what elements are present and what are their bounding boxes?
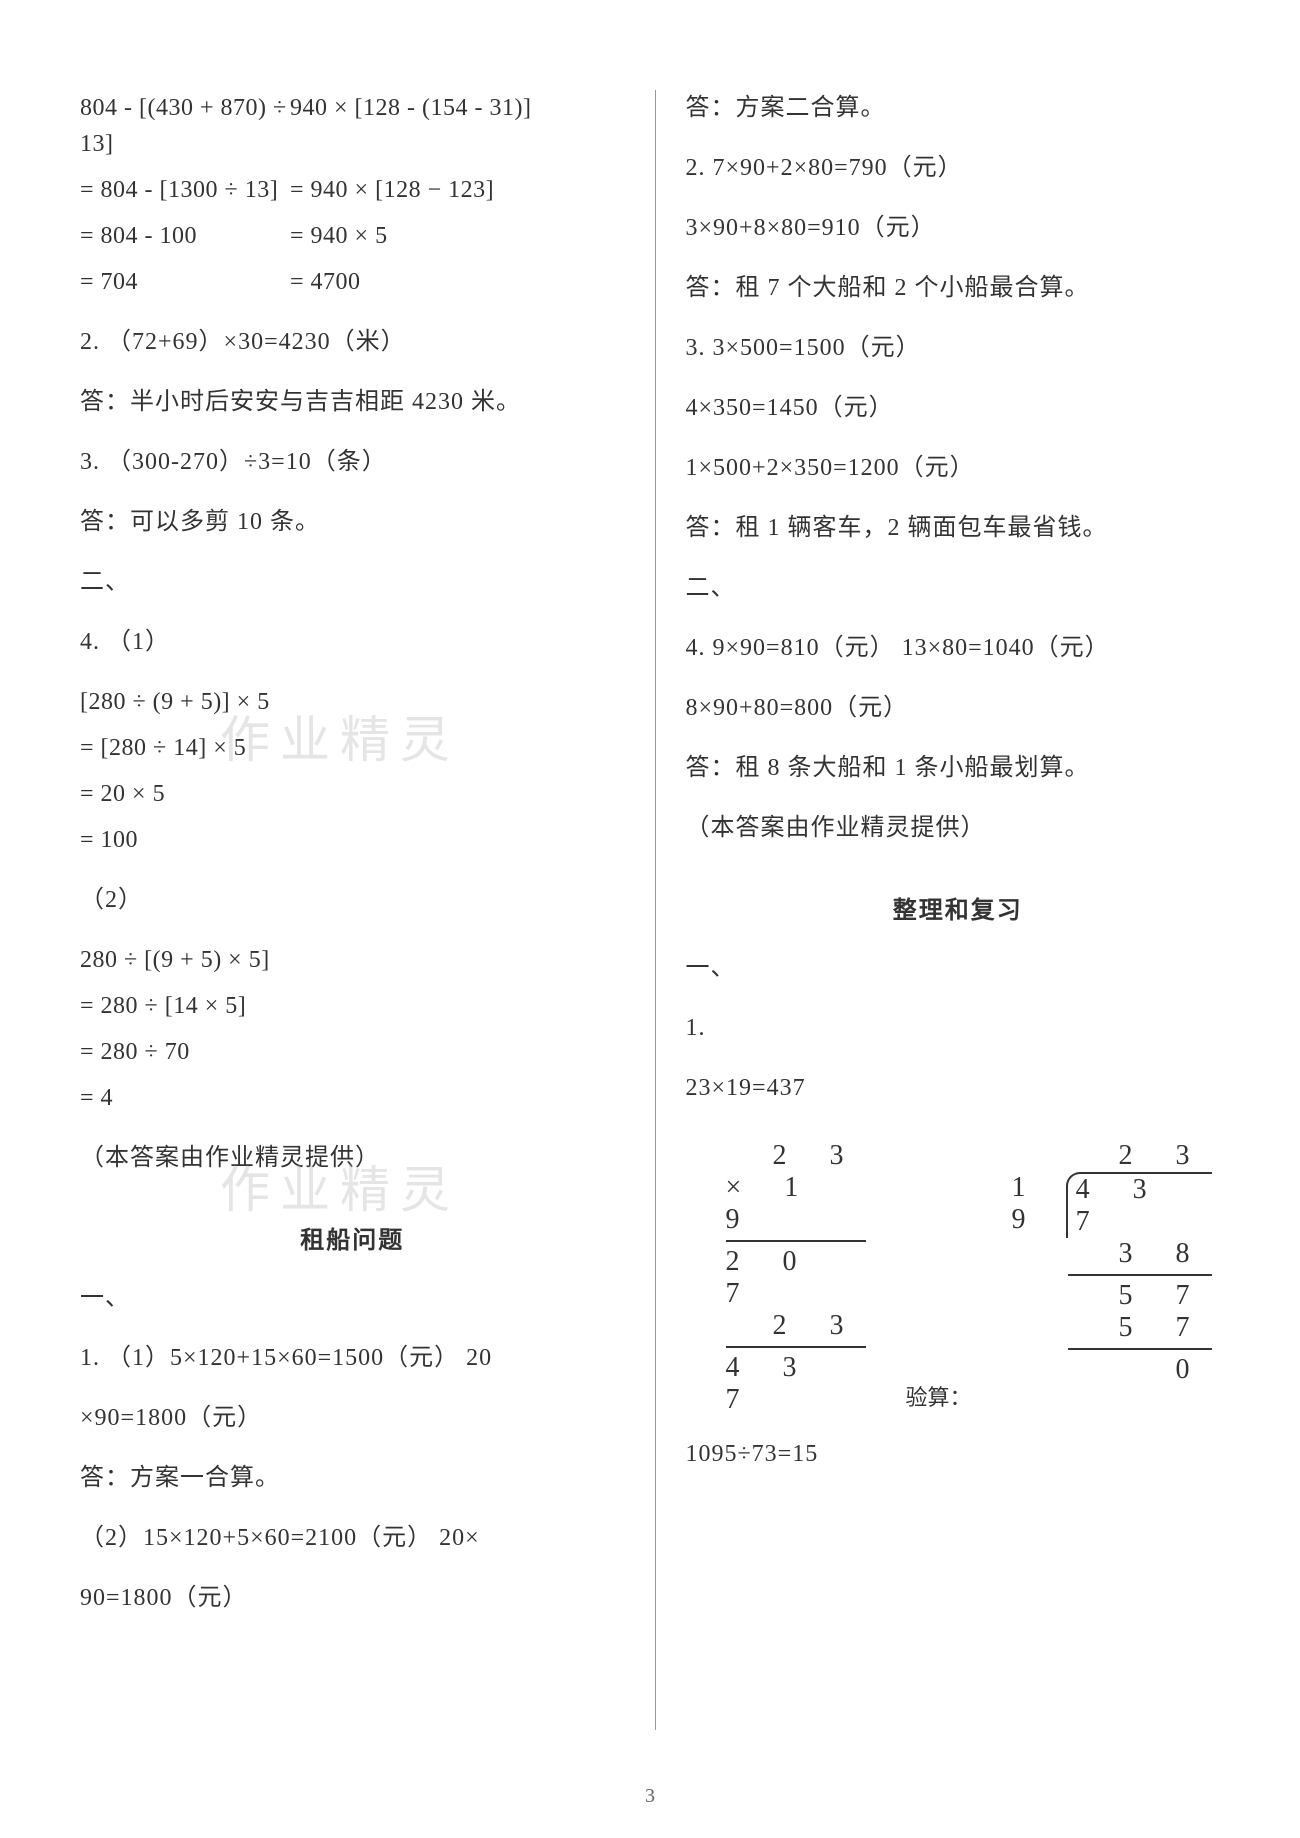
right-column: 答：方案二合算。 2. 7×90+2×80=790（元） 3×90+8×80=9… — [655, 90, 1231, 1730]
equation: = 4700 — [290, 264, 625, 300]
calc-rule — [1068, 1274, 1212, 1276]
question-label: 4. （1） — [80, 624, 625, 660]
equation-row: 804 - [(430 + 870) ÷ 13] 940 × [128 - (1… — [80, 90, 625, 162]
question-line: 2. 7×90+2×80=790（元） — [686, 150, 1231, 186]
question-line: 3. （300-270）÷3=10（条） — [80, 444, 625, 480]
question-line: 1. （1）5×120+15×60=1500（元） 20 — [80, 1340, 625, 1376]
equation-row: = 704 = 4700 — [80, 264, 625, 300]
section-marker: 一、 — [686, 950, 1231, 986]
equation: = 804 - [1300 ÷ 13] — [80, 172, 290, 208]
equation-row: = 804 - 100 = 940 × 5 — [80, 218, 625, 254]
left-column: 804 - [(430 + 870) ÷ 13] 940 × [128 - (1… — [80, 90, 655, 1730]
section-title-boat: 租船问题 — [80, 1220, 625, 1255]
question-line: 1×500+2×350=1200（元） — [686, 450, 1231, 486]
question-line: 4. 9×90=810（元） 13×80=1040（元） — [686, 630, 1231, 666]
division-line: 1 9 4 3 7 — [1012, 1172, 1212, 1238]
credit-line: （本答案由作业精灵提供） — [80, 1140, 625, 1176]
calc-row: × 1 9 — [726, 1172, 866, 1236]
question-line: 3×90+8×80=910（元） — [686, 210, 1231, 246]
calc-row: 2 0 7 — [726, 1246, 866, 1310]
question-label: 1. — [686, 1010, 1231, 1046]
equation-row: = 804 - [1300 ÷ 13] = 940 × [128 − 123] — [80, 172, 625, 208]
calc-rule — [726, 1346, 866, 1348]
equation: 23×19=437 — [686, 1070, 1231, 1106]
answer-line: 答：方案二合算。 — [686, 90, 1231, 126]
section-title-review: 整理和复习 — [686, 890, 1231, 925]
equation: = 940 × [128 − 123] — [290, 172, 625, 208]
answer-line: 答：租 8 条大船和 1 条小船最划算。 — [686, 750, 1231, 786]
vertical-calculations: 2 3 × 1 9 2 0 7 2 3 4 3 7 验算： 2 3 1 9 — [726, 1140, 1231, 1416]
answer-line: 答：半小时后安安与吉吉相距 4230 米。 — [80, 384, 625, 420]
calc-row: 3 8 — [1068, 1238, 1212, 1270]
calc-row: 5 7 — [1068, 1312, 1212, 1344]
section-marker: 二、 — [80, 564, 625, 600]
check-label: 验算： — [906, 1380, 972, 1412]
calc-rule — [726, 1240, 866, 1242]
calc-row: 2 3 — [726, 1140, 866, 1172]
equation: 1095÷73=15 — [686, 1436, 1231, 1472]
equation: = 804 - 100 — [80, 218, 290, 254]
question-line: 4×350=1450（元） — [686, 390, 1231, 426]
vertical-multiplication: 2 3 × 1 9 2 0 7 2 3 4 3 7 — [726, 1140, 866, 1416]
calc-row: 2 3 — [726, 1310, 866, 1342]
calc-rule — [1068, 1348, 1212, 1350]
question-line: 8×90+80=800（元） — [686, 690, 1231, 726]
division-bracket: 4 3 7 — [1066, 1172, 1212, 1238]
calc-row: 5 7 — [1068, 1280, 1212, 1312]
two-column-layout: 804 - [(430 + 870) ÷ 13] 940 × [128 - (1… — [80, 90, 1230, 1730]
equation: = 940 × 5 — [290, 218, 625, 254]
question-line: 90=1800（元） — [80, 1580, 625, 1616]
credit-line: （本答案由作业精灵提供） — [686, 810, 1231, 846]
answer-line: 答：租 1 辆客车，2 辆面包车最省钱。 — [686, 510, 1231, 546]
dividend: 4 3 7 — [1076, 1174, 1212, 1238]
equation: 280 ÷ [(9 + 5) × 5] — [80, 942, 625, 978]
equation: = 280 ÷ [14 × 5] — [80, 988, 625, 1024]
question-line: ×90=1800（元） — [80, 1400, 625, 1436]
section-marker: 一、 — [80, 1280, 625, 1316]
section-marker: 二、 — [686, 570, 1231, 606]
page: 作业精灵 作业精灵 804 - [(430 + 870) ÷ 13] 940 ×… — [0, 0, 1300, 1838]
equation: = 100 — [80, 822, 625, 858]
question-line: （2）15×120+5×60=2100（元） 20× — [80, 1520, 625, 1556]
question-label: （2） — [80, 882, 625, 918]
answer-line: 答：租 7 个大船和 2 个小船最合算。 — [686, 270, 1231, 306]
answer-line: 答：方案一合算。 — [80, 1460, 625, 1496]
question-line: 3. 3×500=1500（元） — [686, 330, 1231, 366]
division-work: 3 8 5 7 5 7 0 — [1068, 1238, 1212, 1386]
page-number: 3 — [0, 1785, 1300, 1808]
calc-row: 0 — [1068, 1354, 1212, 1386]
equation: = [280 ÷ 14] × 5 — [80, 730, 625, 766]
question-line: 2. （72+69）×30=4230（米） — [80, 324, 625, 360]
equation: = 280 ÷ 70 — [80, 1034, 625, 1070]
equation: 940 × [128 - (154 - 31)] — [290, 90, 625, 162]
answer-line: 答：可以多剪 10 条。 — [80, 504, 625, 540]
quotient: 2 3 — [1012, 1140, 1212, 1172]
divisor: 1 9 — [1012, 1172, 1066, 1236]
equation: = 20 × 5 — [80, 776, 625, 812]
equation: 804 - [(430 + 870) ÷ 13] — [80, 90, 290, 162]
long-division: 2 3 1 9 4 3 7 3 8 5 7 5 7 0 — [1012, 1140, 1212, 1386]
calc-row: 4 3 7 — [726, 1352, 866, 1416]
equation: = 704 — [80, 264, 290, 300]
equation: [280 ÷ (9 + 5)] × 5 — [80, 684, 625, 720]
equation: = 4 — [80, 1080, 625, 1116]
